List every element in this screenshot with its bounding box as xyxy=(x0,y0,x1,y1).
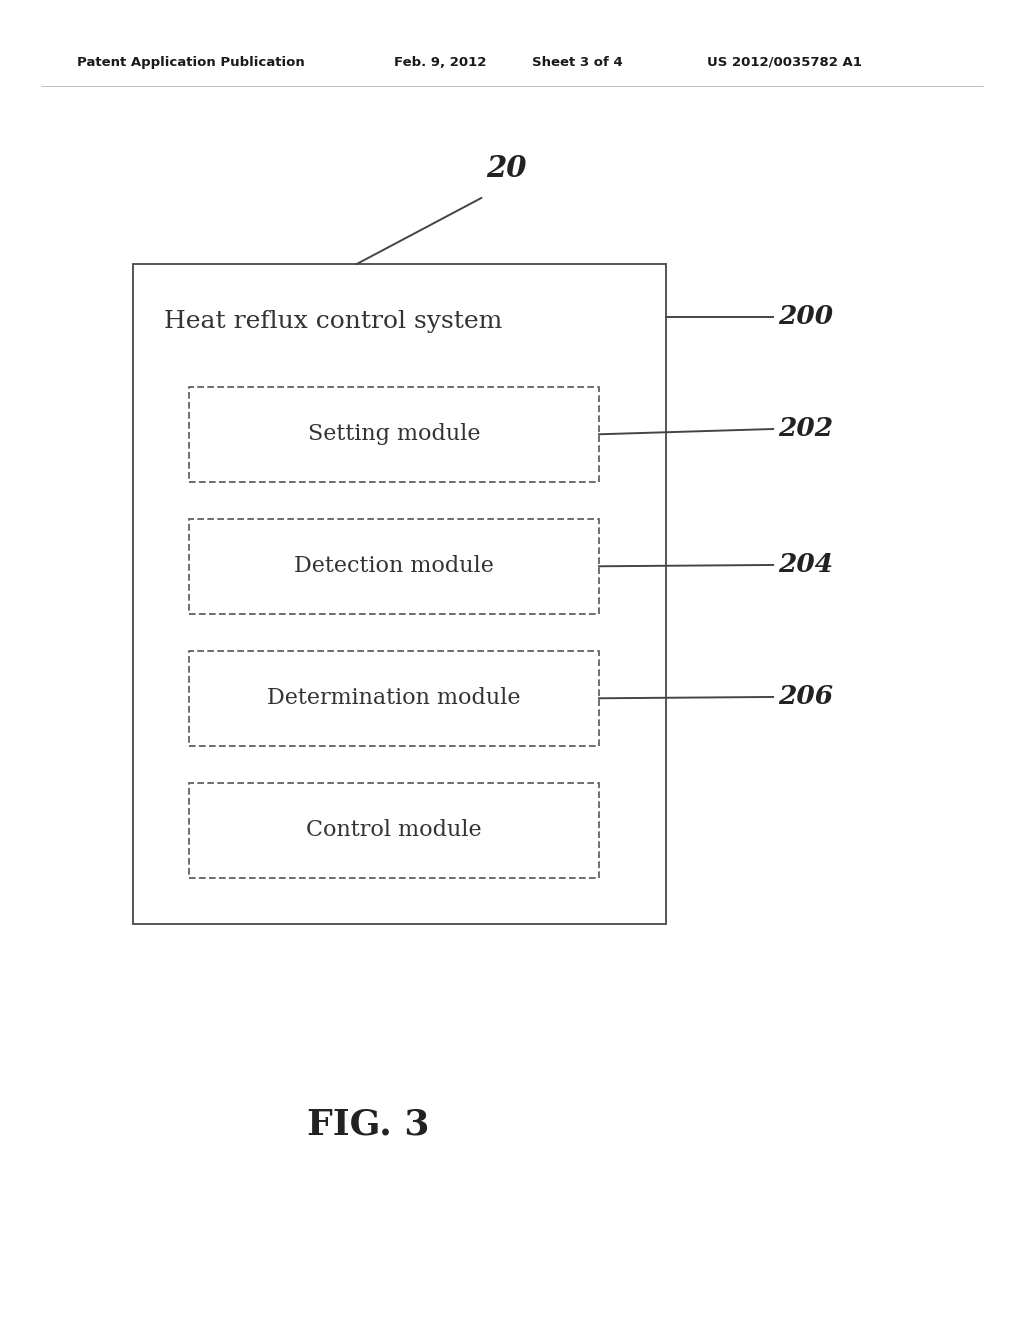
Text: FIG. 3: FIG. 3 xyxy=(307,1107,430,1142)
Text: 206: 206 xyxy=(778,685,834,709)
Text: Sheet 3 of 4: Sheet 3 of 4 xyxy=(532,55,624,69)
Bar xyxy=(189,651,599,746)
Text: Control module: Control module xyxy=(306,820,482,841)
Bar xyxy=(189,519,599,614)
Text: US 2012/0035782 A1: US 2012/0035782 A1 xyxy=(707,55,861,69)
Text: 200: 200 xyxy=(778,305,834,329)
Text: Detection module: Detection module xyxy=(294,556,495,577)
Text: Patent Application Publication: Patent Application Publication xyxy=(77,55,304,69)
Text: Feb. 9, 2012: Feb. 9, 2012 xyxy=(394,55,486,69)
Text: Setting module: Setting module xyxy=(308,424,480,445)
Bar xyxy=(189,387,599,482)
Bar xyxy=(189,783,599,878)
Text: 204: 204 xyxy=(778,553,834,577)
Text: Determination module: Determination module xyxy=(267,688,521,709)
Text: 202: 202 xyxy=(778,417,834,441)
Text: 20: 20 xyxy=(486,154,527,183)
Bar xyxy=(133,264,666,924)
Text: Heat reflux control system: Heat reflux control system xyxy=(164,310,502,333)
